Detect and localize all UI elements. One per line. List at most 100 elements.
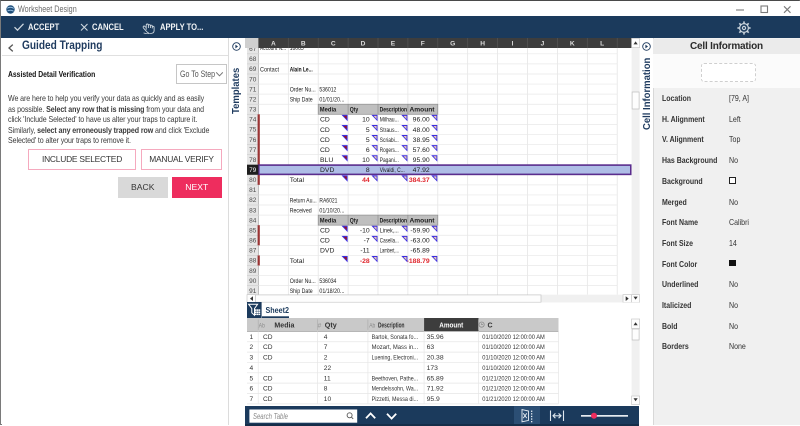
svg-text:CD: CD [320,228,330,235]
svg-text:Pagani...: Pagani... [380,157,399,164]
svg-text:85: 85 [249,227,257,234]
svg-text:22: 22 [324,365,332,372]
svg-text:D: D [361,41,366,48]
svg-text:-188.79: -188.79 [407,258,430,265]
svg-text:76: 76 [249,137,257,144]
svg-text:Ab: Ab [369,322,375,329]
svg-text:Mozart, Mass in...: Mozart, Mass in... [372,344,419,351]
svg-text:Milhau...: Milhau... [380,117,399,124]
svg-text:CD: CD [263,344,273,351]
svg-text:J: J [541,41,545,48]
svg-text:173: 173 [427,365,439,372]
svg-text:6: 6 [250,386,254,393]
svg-text:Description: Description [380,107,408,114]
svg-text:82: 82 [249,197,257,204]
svg-text:67: 67 [249,46,257,53]
svg-text:10: 10 [362,117,370,124]
svg-text:BLU: BLU [320,157,333,164]
svg-text:Amount: Amount [410,218,436,225]
svg-text:G: G [450,41,455,48]
svg-text:B: B [301,41,306,48]
svg-text:Beethoven, Pathe...: Beethoven, Pathe... [372,375,419,382]
svg-text:10: 10 [362,157,370,164]
svg-text:DVD: DVD [320,248,334,255]
svg-text:01/10/2020 12:00:00 AM: 01/10/2020 12:00:00 AM [482,344,545,351]
svg-text:83: 83 [249,207,257,214]
svg-text:Bartok, Sonata fo...: Bartok, Sonata fo... [372,334,419,341]
svg-text:8: 8 [366,167,370,174]
svg-text:5: 5 [250,375,254,382]
svg-text:01/10/2020 12:00:00 AM: 01/10/2020 12:00:00 AM [482,365,545,372]
svg-text:#: # [318,322,322,329]
svg-text:Ship Date: Ship Date [290,288,313,295]
svg-text:68: 68 [249,56,257,63]
svg-text:48.00: 48.00 [413,127,430,134]
svg-text:536012: 536012 [319,86,336,93]
svg-text:Lambert,...: Lambert,... [380,248,399,255]
svg-text:87: 87 [249,248,257,255]
svg-text:75: 75 [249,127,257,134]
svg-text:Vivaldi, C...: Vivaldi, C... [380,167,405,174]
svg-text:-63.00: -63.00 [410,238,429,245]
svg-text:73: 73 [249,107,257,114]
svg-text:CD: CD [320,127,330,134]
svg-text:77: 77 [249,147,257,154]
svg-text:Order Nu...: Order Nu... [290,278,316,285]
svg-text:Luening, Electroni...: Luening, Electroni... [372,355,419,362]
svg-text:Total: Total [290,258,305,265]
svg-text:4: 4 [324,334,328,341]
svg-text:-7: -7 [364,238,370,245]
svg-text:16065: 16065 [290,45,304,52]
svg-text:47.92: 47.92 [413,167,430,174]
svg-text:2: 2 [250,344,254,351]
svg-text:84: 84 [249,217,257,224]
svg-text:95.90: 95.90 [413,157,430,164]
svg-text:2: 2 [324,355,328,362]
svg-text:Amount: Amount [439,322,464,329]
svg-text:Pizzetti, Messa di...: Pizzetti, Messa di... [372,396,419,403]
svg-text:E: E [391,41,396,48]
svg-text:80: 80 [249,177,257,184]
svg-text:-11: -11 [360,248,370,255]
svg-text:CD: CD [263,386,273,393]
svg-text:C: C [331,41,336,48]
svg-text:74: 74 [249,117,257,124]
svg-text:01/21/2020 12:00:00 AM: 01/21/2020 12:00:00 AM [482,375,545,382]
svg-text:Qty: Qty [350,218,359,225]
svg-text:01/10/20...: 01/10/20... [319,207,344,214]
svg-text:C: C [488,322,493,329]
svg-text:7: 7 [324,344,328,351]
svg-text:Mendelssohn, Wa...: Mendelssohn, Wa... [372,386,419,393]
svg-text:38.95: 38.95 [413,137,430,144]
svg-text:Media: Media [320,107,337,114]
svg-text:Casella...: Casella... [380,238,399,245]
svg-text:CD: CD [320,117,330,124]
svg-text:-65.89: -65.89 [410,248,429,255]
svg-text:Qty: Qty [325,322,337,329]
svg-text:91: 91 [249,288,257,295]
svg-text:89: 89 [249,268,257,275]
svg-text:DVD: DVD [320,167,334,174]
svg-text:Description: Description [378,322,405,329]
svg-text:K: K [570,41,575,48]
svg-text:L: L [600,41,604,48]
svg-text:90: 90 [249,278,257,285]
svg-text:01/18/20...: 01/18/20... [319,288,344,295]
svg-text:Search Table: Search Table [253,411,288,421]
svg-text:Media: Media [320,218,337,225]
svg-text:44: 44 [362,177,370,184]
svg-text:20.38: 20.38 [427,355,444,362]
svg-text:8: 8 [324,386,328,393]
svg-text:Sheet2: Sheet2 [266,306,290,315]
svg-text:-28: -28 [360,258,370,265]
svg-text:01/10/2020 12:00:00 AM: 01/10/2020 12:00:00 AM [482,355,545,362]
svg-text:35.96: 35.96 [427,334,444,341]
svg-text:Return Au...: Return Au... [290,197,317,204]
svg-text:RA6021: RA6021 [319,197,337,204]
svg-text:4: 4 [250,365,254,372]
svg-text:384.37: 384.37 [409,177,430,184]
svg-text:71.92: 71.92 [427,386,444,393]
svg-text:3: 3 [250,355,254,362]
svg-text:CD: CD [320,137,330,144]
svg-text:Description: Description [380,218,408,225]
